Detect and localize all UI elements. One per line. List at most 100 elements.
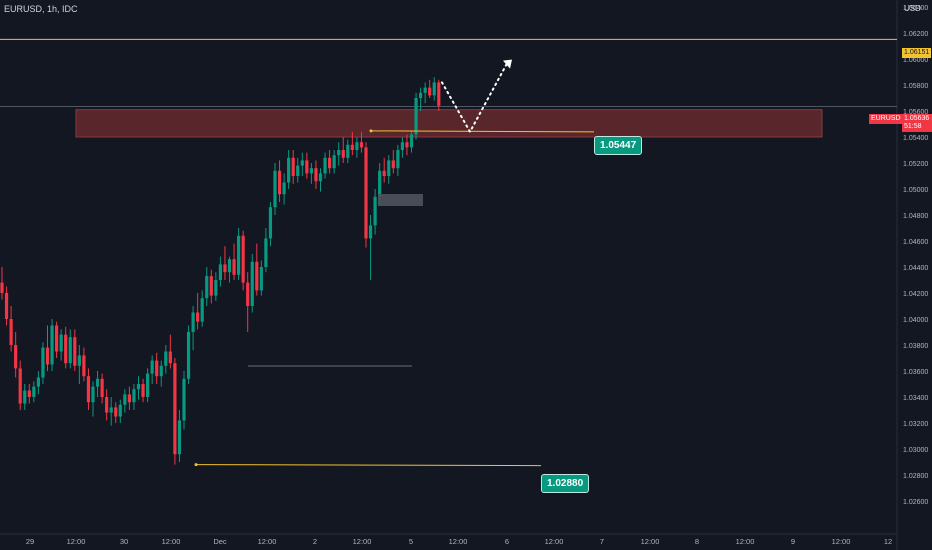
candle-body xyxy=(105,397,109,413)
candle-body xyxy=(300,160,304,166)
candle-body xyxy=(191,312,195,332)
candle-body xyxy=(437,82,441,106)
candle-body xyxy=(432,82,436,96)
level-label-upper[interactable]: 1.05447 xyxy=(594,136,643,155)
x-tick-label: 9 xyxy=(791,537,795,546)
candle-body xyxy=(428,87,432,96)
candle-body xyxy=(218,264,222,280)
x-tick-label: 12:00 xyxy=(832,537,851,546)
candle-body xyxy=(182,378,186,421)
candle-body xyxy=(273,170,277,208)
candle-body xyxy=(36,377,40,387)
candle-body xyxy=(59,334,63,352)
time-axis[interactable]: 29 12:00 30 12:00 Dec 12:00 2 12:00 5 12:00 6 12:00… xyxy=(26,537,892,546)
candle-body xyxy=(241,235,245,283)
candle-body xyxy=(287,157,291,183)
resistance-zone[interactable] xyxy=(75,109,823,138)
candle-body xyxy=(355,142,359,150)
orange-level-tag: 1.06151 xyxy=(902,48,932,58)
x-tick-label: 12 xyxy=(884,537,892,546)
candle-body xyxy=(373,196,377,226)
candle-body xyxy=(200,298,204,322)
symbol-price-tag: EURUSD xyxy=(869,114,903,124)
last-price-value: 1.05636 xyxy=(904,115,930,122)
candle-body xyxy=(409,134,414,148)
candle-body xyxy=(323,157,327,174)
candle-body xyxy=(186,332,191,379)
y-tick-label: 1.05200 xyxy=(903,161,928,168)
projection-path[interactable] xyxy=(441,60,509,134)
candle-body xyxy=(318,173,323,182)
y-tick-label: 1.02800 xyxy=(903,473,928,480)
x-tick-label: 12:00 xyxy=(353,537,372,546)
candle-body xyxy=(264,238,268,267)
candle-body xyxy=(255,261,259,291)
candle-body xyxy=(141,384,145,397)
candle-body xyxy=(368,225,373,239)
level-anchor-upper[interactable] xyxy=(369,129,373,133)
candle-body xyxy=(9,319,13,345)
candle-body xyxy=(55,325,59,352)
candle-body xyxy=(223,264,227,273)
candle-body xyxy=(350,144,354,150)
candle-body xyxy=(419,92,423,98)
candle-body xyxy=(50,325,54,365)
candle-body xyxy=(0,282,4,293)
candle-body xyxy=(259,267,263,291)
candle-body xyxy=(77,355,81,366)
candle-body xyxy=(282,182,286,195)
candle-body xyxy=(68,337,72,364)
x-tick-label: 12:00 xyxy=(67,537,86,546)
candle-body xyxy=(14,345,18,369)
level-anchor-lower[interactable] xyxy=(194,463,198,467)
x-tick-label: 29 xyxy=(26,537,34,546)
candle-body xyxy=(150,360,154,374)
candle-body xyxy=(268,207,273,239)
candle-body xyxy=(423,87,427,93)
level-label-lower[interactable]: 1.02880 xyxy=(541,474,590,493)
x-tick-label: 12:00 xyxy=(736,537,755,546)
candle-body xyxy=(250,261,254,306)
gray-highlight-box[interactable] xyxy=(378,194,423,206)
x-tick-label: 2 xyxy=(313,537,317,546)
y-tick-label: 1.05800 xyxy=(903,83,928,90)
candle-body xyxy=(114,407,118,417)
y-tick-label: 1.04000 xyxy=(903,317,928,324)
candle-body xyxy=(246,282,250,306)
candle-body xyxy=(123,394,127,405)
candle-body xyxy=(237,235,241,275)
x-tick-label: 12:00 xyxy=(641,537,660,546)
candle-body xyxy=(27,390,31,397)
x-tick-label: 12:00 xyxy=(449,537,468,546)
candle-body xyxy=(364,147,368,239)
y-tick-label: 1.02600 xyxy=(903,499,928,506)
candle-body xyxy=(405,142,409,148)
x-tick-label: 8 xyxy=(695,537,699,546)
candle-body xyxy=(291,157,295,176)
symbol-header: EURUSD, 1h, IDC xyxy=(4,4,78,14)
candle-body xyxy=(332,155,336,169)
candle-body xyxy=(73,337,77,366)
y-tick-label: 1.03600 xyxy=(903,369,928,376)
candle-body xyxy=(359,142,364,148)
x-tick-label: 12:00 xyxy=(162,537,181,546)
candle-body xyxy=(309,168,313,174)
level-line-1-05447[interactable] xyxy=(370,130,595,133)
candle-body xyxy=(95,378,100,387)
level-line-1-02880[interactable] xyxy=(195,464,542,467)
candle-body xyxy=(118,404,122,417)
candle-body xyxy=(232,259,236,275)
candle-body xyxy=(41,347,45,378)
candle-body xyxy=(164,351,168,366)
candle-body xyxy=(205,276,209,299)
currency-label: USD xyxy=(904,4,921,13)
x-tick-label: Dec xyxy=(213,537,227,546)
y-tick-label: 1.04400 xyxy=(903,265,928,272)
candle-body xyxy=(32,386,36,397)
candle-body xyxy=(382,170,386,176)
price-axis[interactable]: 1.06400 1.06200 1.06000 1.05800 1.05600 1.054… xyxy=(903,5,928,506)
candle-body xyxy=(168,351,172,364)
y-tick-label: 1.03200 xyxy=(903,421,928,428)
candle-body xyxy=(127,394,131,403)
